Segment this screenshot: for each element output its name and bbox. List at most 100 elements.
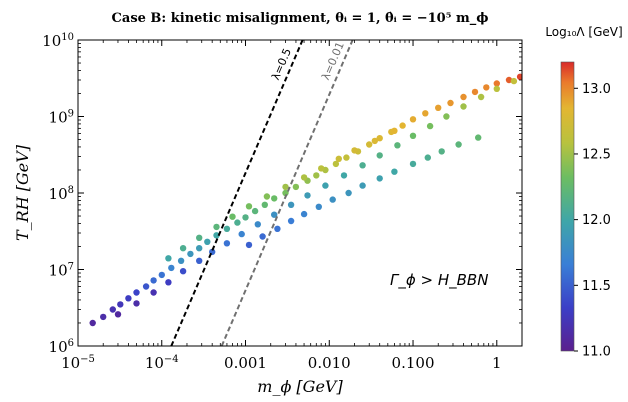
data-point <box>213 232 220 239</box>
data-point <box>475 134 482 141</box>
data-point <box>271 211 278 218</box>
data-point <box>376 152 383 159</box>
data-point <box>179 245 187 252</box>
data-point <box>376 175 383 182</box>
data-point <box>142 283 150 290</box>
y-tick-label: 109 <box>49 109 74 127</box>
data-point <box>114 311 122 318</box>
data-point <box>100 313 107 321</box>
data-point <box>196 234 203 241</box>
data-point <box>238 230 245 238</box>
data-point <box>399 122 406 129</box>
data-point <box>438 148 445 155</box>
data-point <box>371 137 378 145</box>
data-point <box>229 213 236 220</box>
data-point <box>505 76 513 84</box>
colorbar-tick-label: 11.0 <box>582 345 611 360</box>
data-point <box>477 93 485 101</box>
data-point <box>223 225 231 232</box>
data-point <box>422 110 429 117</box>
data-point <box>287 201 295 208</box>
data-point <box>263 193 271 200</box>
data-point <box>435 104 442 112</box>
colorbar-tick-label: 11.5 <box>582 279 611 294</box>
data-point <box>351 147 358 154</box>
data-point <box>204 238 211 245</box>
data-point <box>424 154 431 161</box>
data-point <box>471 88 479 96</box>
data-point <box>150 289 157 296</box>
data-point <box>483 84 490 91</box>
data-point <box>165 279 172 286</box>
data-point <box>510 77 518 85</box>
data-point <box>158 271 165 279</box>
data-point <box>343 154 350 161</box>
colorbar-label: Log₁₀Λ [GeV] <box>545 25 622 39</box>
x-axis-label: m_ϕ [GeV] <box>257 377 343 396</box>
colorbar-ticks: 11.0 11.5 12.0 12.5 13.0 <box>574 82 611 360</box>
data-point <box>242 214 249 221</box>
colorbar-tick-label: 13.0 <box>582 82 611 97</box>
data-point <box>426 122 434 130</box>
data-point <box>89 319 96 327</box>
data-point <box>304 192 311 199</box>
data-point <box>165 255 172 262</box>
data-point <box>251 207 259 215</box>
data-point <box>315 203 322 210</box>
data-point <box>125 295 132 302</box>
data-point <box>150 277 157 284</box>
data-point <box>133 289 140 296</box>
x-tick-label: 10−5 <box>61 354 95 372</box>
data-point <box>292 183 300 191</box>
data-point <box>318 165 325 172</box>
reference-lines <box>170 40 354 346</box>
data-point <box>187 250 194 258</box>
data-point <box>117 301 124 308</box>
data-point <box>196 257 203 264</box>
x-tick-label: 0.001 <box>224 354 267 372</box>
data-point <box>245 203 253 210</box>
data-point <box>313 172 320 179</box>
y-tick-label: 108 <box>49 185 74 203</box>
y-axis-label: T_RH [GeV] <box>13 144 32 241</box>
y-tick-label: 107 <box>49 262 74 280</box>
data-point <box>443 113 450 120</box>
data-point <box>196 245 203 252</box>
data-point <box>133 300 140 307</box>
data-point <box>245 241 253 249</box>
data-point <box>460 93 467 101</box>
x-tick-label: 10−4 <box>145 354 179 372</box>
data-point <box>300 210 308 218</box>
data-point <box>335 155 342 162</box>
data-point <box>516 73 522 80</box>
data-point <box>345 189 352 197</box>
reference-line-label: λ=0.01 <box>319 40 347 82</box>
data-point <box>409 116 417 123</box>
annotation-text: Γ_ϕ > H_BBN <box>390 271 488 290</box>
data-point <box>274 225 281 232</box>
colorbar-tick-label: 12.5 <box>582 147 611 162</box>
data-point <box>254 221 261 228</box>
data-point <box>223 240 231 247</box>
data-point <box>322 182 329 189</box>
data-point <box>261 201 268 208</box>
data-point <box>409 132 417 139</box>
data-point <box>271 195 278 202</box>
data-point <box>282 183 289 191</box>
data-point <box>366 141 373 148</box>
data-point <box>259 233 266 240</box>
x-tick-label: 0.100 <box>392 354 435 372</box>
colorbar-tick-label: 12.0 <box>582 213 611 228</box>
data-point <box>340 172 348 179</box>
data-point <box>213 223 220 231</box>
chart-title: Case B: kinetic misalignment, θᵢ = 1, θ̇… <box>112 11 489 26</box>
data-point <box>109 306 117 313</box>
reference-line-labels: λ=0.5 λ=0.01 <box>269 40 347 82</box>
colorbar <box>560 61 575 352</box>
data-point <box>332 160 340 168</box>
data-point <box>455 141 462 148</box>
y-tick-label: 1010 <box>42 32 74 50</box>
plot-frame <box>77 39 523 347</box>
data-point <box>447 99 454 107</box>
